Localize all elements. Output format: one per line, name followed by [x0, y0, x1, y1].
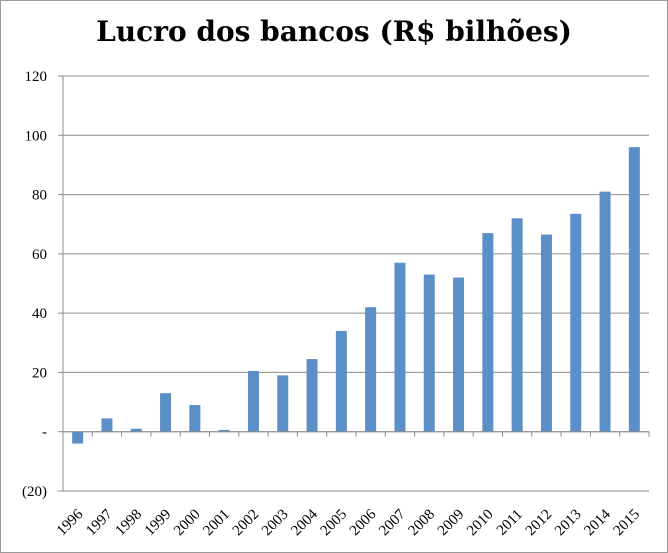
x-tick-label: 1997 — [83, 506, 116, 539]
bar — [72, 431, 84, 444]
bar — [247, 370, 259, 432]
bar — [570, 213, 582, 432]
bar — [365, 307, 377, 432]
x-tick-label: 2002 — [230, 507, 263, 540]
x-tick-label: 2013 — [552, 507, 585, 540]
bar — [628, 147, 640, 432]
bar — [130, 428, 142, 432]
x-tick-label: 2001 — [200, 507, 233, 540]
bar — [482, 233, 494, 432]
bar — [160, 393, 172, 432]
x-tick-label: 2009 — [435, 507, 468, 540]
bar — [306, 359, 318, 432]
x-tick-label: 1998 — [113, 507, 146, 540]
bar — [101, 418, 113, 432]
y-tick-label: - — [42, 425, 47, 441]
x-tick-label: 2014 — [581, 506, 614, 539]
x-tick-label: 2012 — [523, 507, 556, 540]
y-tick-label: 120 — [25, 69, 48, 85]
y-tick-label: 100 — [25, 128, 48, 144]
bar — [218, 429, 230, 432]
bar — [189, 405, 201, 432]
x-tick-label: 2008 — [406, 507, 439, 540]
x-tick-label: 2010 — [464, 507, 497, 540]
bar — [423, 274, 435, 432]
x-tick-label: 2000 — [171, 507, 204, 540]
bar — [511, 218, 523, 432]
bar — [335, 330, 347, 432]
x-tick-label: 2005 — [318, 507, 351, 540]
x-tick-label: 2006 — [347, 506, 380, 539]
bar — [277, 375, 289, 432]
y-tick-label: (20) — [22, 484, 47, 500]
x-tick-label: 2011 — [494, 507, 526, 539]
y-tick-label: 60 — [32, 247, 47, 263]
y-tick-label: 20 — [32, 365, 47, 381]
y-tick-label: 80 — [32, 188, 47, 204]
x-tick-label: 2015 — [611, 507, 644, 540]
x-tick-label: 2004 — [288, 506, 321, 539]
x-tick-label: 2003 — [259, 507, 292, 540]
bar — [394, 262, 406, 432]
bar — [599, 191, 611, 432]
x-tick-label: 1999 — [142, 507, 175, 540]
bar — [540, 234, 552, 432]
x-tick-label: 1996 — [54, 506, 87, 539]
chart-title: Lucro dos bancos (R$ bilhões) — [96, 15, 572, 48]
bar — [453, 277, 465, 432]
x-tick-label: 2007 — [376, 506, 409, 539]
y-tick-label: 40 — [32, 306, 47, 322]
